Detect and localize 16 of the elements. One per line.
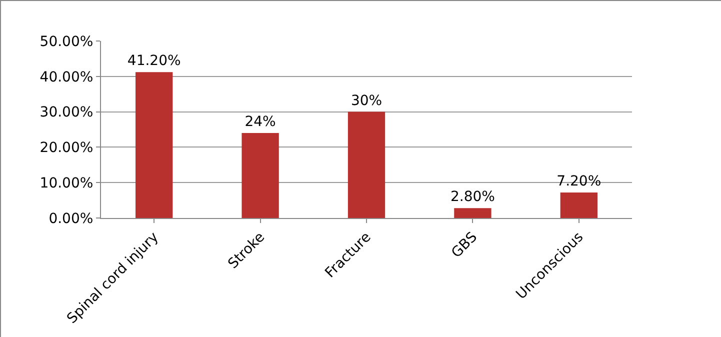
bar	[242, 133, 279, 218]
y-tick-label: 40.00%	[40, 69, 94, 86]
bar	[454, 208, 492, 218]
data-label: 24%	[244, 114, 276, 130]
bar	[348, 112, 386, 218]
bar	[136, 72, 173, 218]
y-tick-label: 30.00%	[40, 104, 94, 121]
y-tick-label: 20.00%	[40, 140, 94, 156]
data-label: 41.20%	[127, 53, 181, 70]
y-tick-label: 10.00%	[40, 176, 94, 192]
data-label: 7.20%	[556, 174, 602, 190]
y-tick-label: 0.00%	[48, 210, 94, 227]
data-label: 30%	[350, 92, 382, 109]
bar	[560, 192, 598, 218]
y-tick-label: 50.00%	[40, 34, 94, 50]
data-label: 2.80%	[450, 189, 495, 206]
